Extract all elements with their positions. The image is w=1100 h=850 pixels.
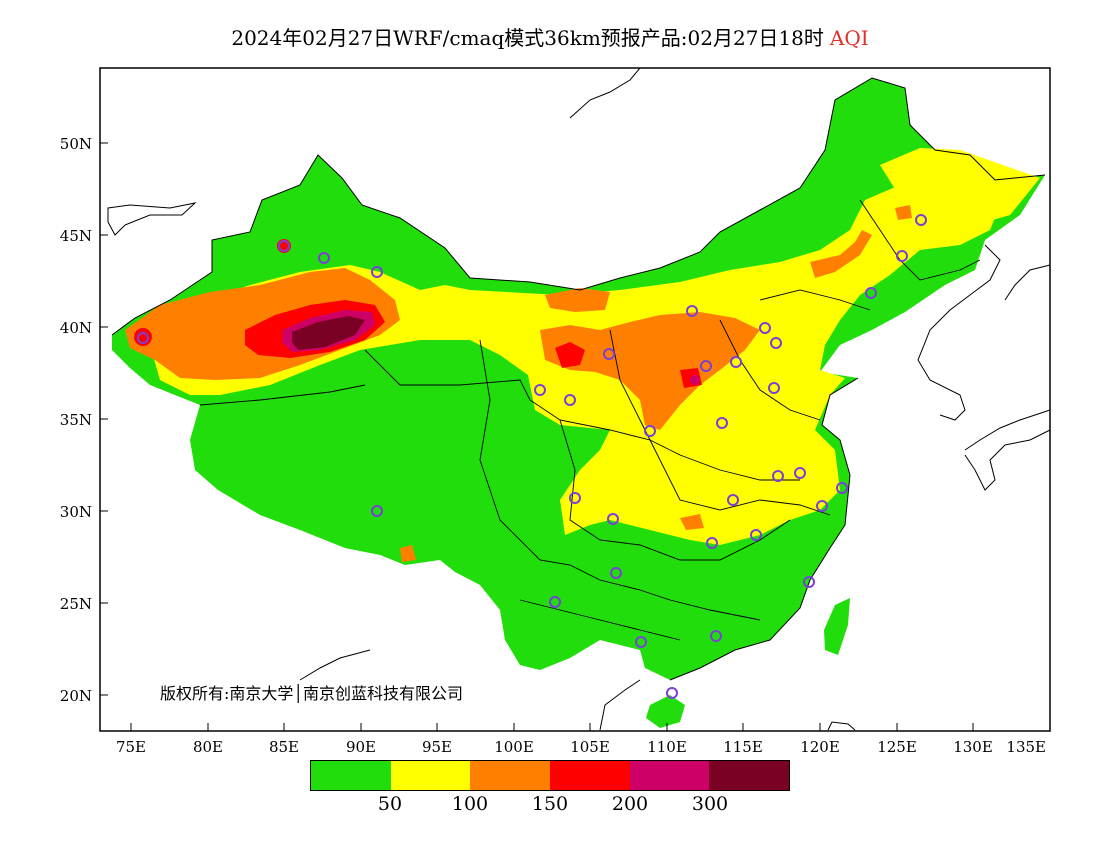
aqi-region-hazardous [292, 316, 365, 350]
province-boundaries [199, 199, 981, 641]
lon-label-105: 105E [570, 738, 610, 756]
station-marker [727, 494, 739, 506]
lat-label-25: 25N [60, 595, 92, 613]
station-marker [768, 382, 780, 394]
station-marker [534, 384, 546, 396]
lon-label-90: 90E [346, 738, 376, 756]
station-marker [759, 322, 771, 334]
lon-label-125: 125E [877, 738, 917, 756]
legend-tick-300: 300 [691, 793, 729, 815]
station-marker [610, 567, 622, 579]
aqi-region-usg-central [540, 312, 760, 430]
aqi-region-unhealthy-central [555, 342, 585, 368]
station-marker [770, 337, 782, 349]
station-marker [772, 470, 784, 482]
latitude-axis: 50N 45N 40N 35N 30N 25N 20N [60, 135, 108, 705]
longitude-axis: 75E 80E 85E 90E 95E 100E 105E 110E 115E … [116, 723, 1046, 756]
lon-label-95: 95E [422, 738, 452, 756]
lon-label-75: 75E [116, 738, 146, 756]
aqi-spot-magenta [690, 375, 700, 385]
aqi-region-usg-hunan [680, 514, 704, 530]
legend-swatch-4 [629, 761, 710, 790]
lat-label-30: 30N [60, 503, 92, 521]
station-marker [836, 482, 848, 494]
aqi-region-usg-inner-mongolia [545, 288, 610, 312]
station-markers [137, 214, 927, 699]
station-marker [896, 250, 908, 262]
legend-swatch-5 [709, 761, 790, 790]
station-marker [710, 630, 722, 642]
station-marker [730, 356, 742, 368]
legend-swatch-3 [550, 761, 630, 790]
title-text: 2024年02月27日WRF/cmaq模式36km预报产品:02月27日18时 [231, 26, 824, 50]
station-marker [700, 360, 712, 372]
station-marker [915, 214, 927, 226]
lat-label-50: 50N [60, 135, 92, 153]
lon-label-85: 85E [269, 738, 299, 756]
station-marker [750, 529, 762, 541]
aqi-color-legend [310, 760, 790, 791]
station-marker [137, 332, 149, 344]
station-marker [716, 417, 728, 429]
lon-label-100: 100E [494, 738, 534, 756]
legend-tick-100: 100 [451, 793, 489, 815]
station-marker [278, 240, 290, 252]
map-title: 2024年02月27日WRF/cmaq模式36km预报产品:02月27日18时 A… [0, 22, 1100, 51]
station-marker [371, 266, 383, 278]
legend-swatch-1 [390, 761, 471, 790]
legend-tick-50: 50 [377, 793, 403, 815]
hainan-island [646, 695, 685, 728]
lon-label-120: 120E [800, 738, 840, 756]
title-aqi-tag: AQI [829, 26, 869, 50]
station-marker [644, 425, 656, 437]
aqi-region-moderate-ne [880, 148, 1040, 225]
station-marker [686, 305, 698, 317]
station-marker [816, 500, 828, 512]
station-marker [549, 596, 561, 608]
station-marker [666, 687, 678, 699]
lat-label-40: 40N [60, 319, 92, 337]
taiwan-island [824, 598, 850, 655]
station-marker [371, 505, 383, 517]
lat-label-45: 45N [60, 227, 92, 245]
lon-label-110: 110E [647, 738, 687, 756]
lon-label-115: 115E [723, 738, 763, 756]
station-marker [865, 287, 877, 299]
station-marker [803, 576, 815, 588]
lon-label-135: 135E [1006, 738, 1046, 756]
lon-label-80: 80E [193, 738, 223, 756]
lon-label-130: 130E [953, 738, 993, 756]
station-marker [794, 467, 806, 479]
legend-tick-150: 150 [531, 793, 569, 815]
aqi-region-usg-ne-spot [895, 205, 912, 220]
lat-label-35: 35N [60, 411, 92, 429]
lat-label-20: 20N [60, 687, 92, 705]
station-marker [318, 252, 330, 264]
aqi-region-usg-northeast [810, 230, 872, 278]
legend-tick-200: 200 [611, 793, 649, 815]
coastlines [107, 67, 1051, 731]
legend-swatch-0 [311, 761, 391, 790]
station-marker [569, 492, 581, 504]
aqi-region-usg-tibet [400, 545, 416, 562]
station-marker [564, 394, 576, 406]
legend-swatch-2 [470, 761, 551, 790]
copyright-notice: 版权所有:南京大学│南京创蓝科技有限公司 [160, 684, 464, 703]
station-marker [603, 348, 615, 360]
station-marker [607, 513, 619, 525]
station-marker [706, 537, 718, 549]
station-marker [635, 636, 647, 648]
